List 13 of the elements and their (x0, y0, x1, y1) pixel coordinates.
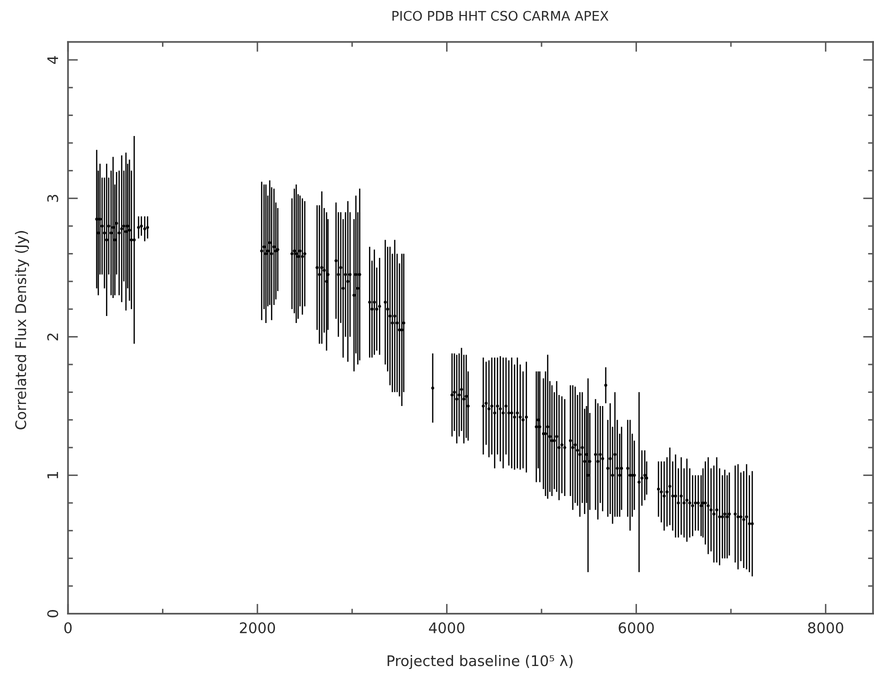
x-tick-label: 6000 (618, 622, 654, 634)
x-axis-title: Projected baseline (10⁵ λ) (388, 654, 573, 670)
x-tick-label: 4000 (428, 622, 464, 634)
y-tick-label: 4 (47, 56, 58, 64)
y-tick-label: 3 (47, 194, 58, 202)
y-tick-label: 0 (47, 610, 58, 618)
x-tick-label: 2000 (240, 622, 275, 634)
y-axis-title: Correlated Flux Density (Jy) (14, 231, 30, 430)
chart-title: PICO PDB HHT CSO CARMA APEX (392, 10, 608, 21)
y-tick-label: 2 (47, 334, 58, 340)
x-tick-label: 0 (64, 622, 72, 634)
y-tick-label: 1 (47, 472, 58, 478)
x-tick-label: 8000 (808, 622, 844, 634)
